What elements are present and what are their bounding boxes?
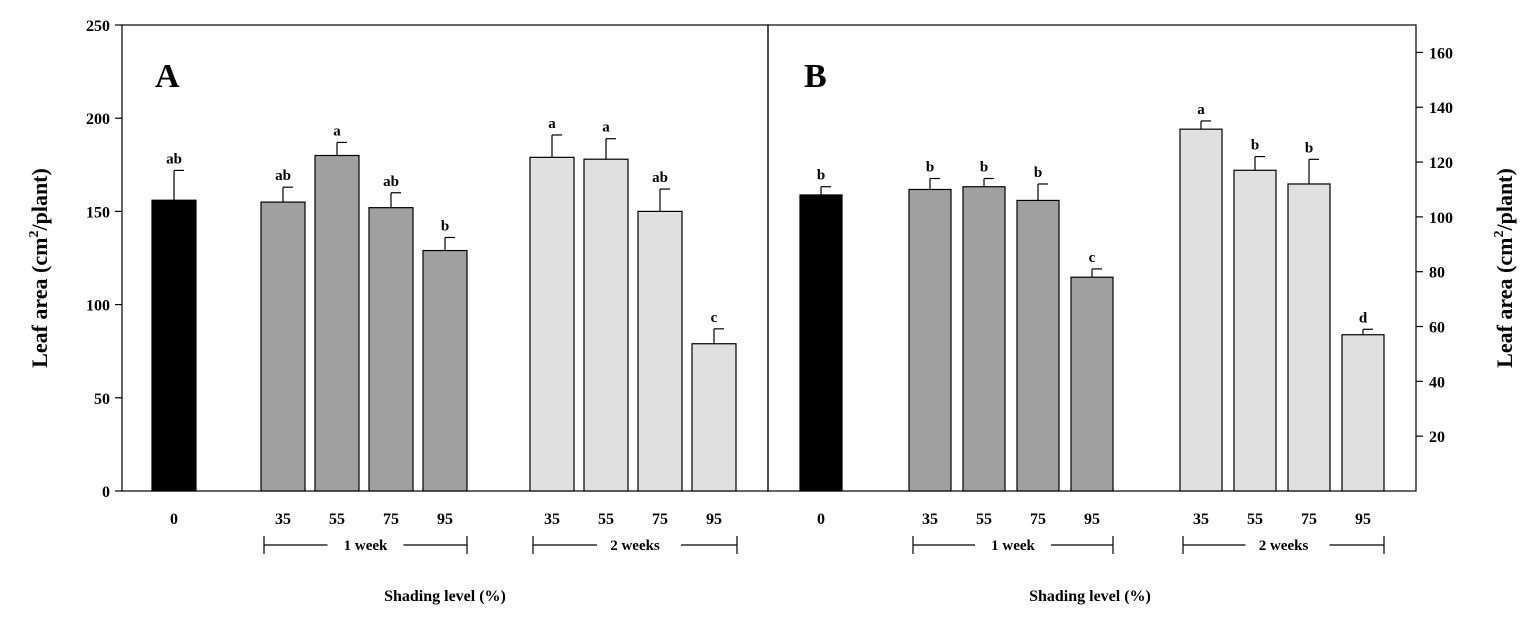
bar-a — [691, 343, 737, 492]
x-tick-label-a: 35 — [275, 511, 291, 528]
panel-a: 0 50 100 150 200 250 ab 0 ab 35 a 55 ab 75 b 95 a 35 a 55 ab… — [27, 18, 769, 605]
bar-b — [1287, 183, 1331, 492]
bar-a — [637, 210, 683, 492]
x-axis-label-b: Shading level (%) — [1029, 588, 1151, 605]
bar-b — [1233, 169, 1277, 492]
y-tick-label-b: 60 — [1429, 320, 1445, 337]
x-tick-label-a: 55 — [598, 511, 614, 528]
x-tick-label-b: 35 — [1193, 511, 1209, 528]
y-tick-label-a: 250 — [86, 18, 110, 35]
x-tick-label-a: 0 — [170, 511, 178, 528]
x-tick-label-b: 75 — [1301, 511, 1317, 528]
y-tick-label-a: 200 — [86, 111, 110, 128]
bar-b — [1070, 276, 1114, 492]
x-tick-label-a: 75 — [652, 511, 668, 528]
x-tick-label-b: 95 — [1355, 511, 1371, 528]
bar-b — [962, 186, 1006, 492]
panel-b: 20 40 60 80 100 120 140 160 b 0 b 35 b 55 b 75 c 95 a 35 b 55… — [767, 24, 1517, 605]
y-axis-label-text-a: Leaf area (cm — [27, 238, 52, 368]
y-tick-label-b: 100 — [1429, 210, 1453, 227]
x-tick-label-b: 55 — [1247, 511, 1263, 528]
y-tick-label-b: 40 — [1429, 374, 1445, 391]
y-tick-label-a: 150 — [86, 204, 110, 221]
bar-b — [1016, 199, 1060, 492]
bar-a — [368, 207, 414, 492]
y-axis-label-b: Leaf area (cm2/plant) — [1492, 168, 1517, 368]
x-tick-label-a: 95 — [706, 511, 722, 528]
sig-letter-a: a — [333, 123, 341, 139]
sig-letter-b: b — [1034, 165, 1042, 181]
y-tick-label-b: 20 — [1429, 429, 1445, 446]
bar-a — [260, 201, 306, 492]
panel-label-a: A — [155, 58, 180, 95]
sig-letter-a: a — [548, 116, 556, 132]
bar-b — [1179, 128, 1223, 492]
x-tick-label-b: 75 — [1030, 511, 1046, 528]
y-axis-label-sup-b: 2 — [1492, 231, 1507, 238]
bar-a — [314, 154, 360, 492]
y-tick-label-b: 80 — [1429, 265, 1445, 282]
sig-letter-b: a — [1197, 102, 1205, 118]
sig-letter-b: b — [926, 160, 934, 176]
bar-b — [799, 194, 843, 492]
x-axis-label-a: Shading level (%) — [384, 588, 506, 605]
sig-letter-b: b — [1251, 138, 1259, 154]
y-tick-label-b: 120 — [1429, 155, 1453, 172]
sig-letter-b: c — [1089, 250, 1096, 266]
x-tick-label-a: 75 — [383, 511, 399, 528]
sig-letter-b: b — [817, 168, 825, 184]
bar-a — [583, 158, 629, 492]
sig-letter-b: b — [980, 160, 988, 176]
sig-letter-a: ab — [383, 174, 399, 190]
group-label-b: 1 week — [991, 538, 1035, 554]
sig-letter-a: ab — [275, 168, 291, 184]
y-axis-label-text-a: /plant) — [27, 168, 52, 231]
sig-letter-a: c — [711, 310, 718, 326]
y-axis-label-text-b: /plant) — [1492, 168, 1517, 231]
y-axis-label-sup-a: 2 — [27, 231, 42, 238]
bar-a — [529, 156, 575, 492]
x-tick-label-b: 95 — [1084, 511, 1100, 528]
y-axis-label-text-b: Leaf area (cm — [1492, 238, 1517, 368]
y-tick-label-a: 50 — [94, 391, 110, 408]
group-label-a: 2 weeks — [610, 538, 660, 554]
y-tick-label-b: 160 — [1429, 45, 1453, 62]
group-label-b: 2 weeks — [1259, 538, 1309, 554]
x-tick-label-a: 95 — [437, 511, 453, 528]
x-tick-label-a: 55 — [329, 511, 345, 528]
x-tick-label-a: 35 — [544, 511, 560, 528]
sig-letter-a: a — [602, 120, 610, 136]
bar-a — [151, 199, 197, 492]
sig-letter-b: d — [1359, 310, 1368, 326]
sig-letter-b: b — [1305, 140, 1313, 156]
x-tick-label-b: 0 — [817, 511, 825, 528]
sig-letter-a: b — [441, 218, 449, 234]
sig-letter-a: ab — [166, 151, 182, 167]
y-tick-label-a: 0 — [102, 484, 110, 501]
bar-b — [1341, 334, 1385, 492]
group-label-a: 1 week — [344, 538, 388, 554]
bar-a — [422, 249, 468, 492]
y-tick-label-a: 100 — [86, 298, 110, 315]
bar-b — [908, 188, 952, 492]
x-tick-label-b: 35 — [922, 511, 938, 528]
y-axis-label-a: Leaf area (cm2/plant) — [27, 168, 52, 368]
x-tick-label-b: 55 — [976, 511, 992, 528]
sig-letter-a: ab — [652, 170, 668, 186]
y-tick-label-b: 140 — [1429, 100, 1453, 117]
panel-label-b: B — [804, 58, 827, 95]
